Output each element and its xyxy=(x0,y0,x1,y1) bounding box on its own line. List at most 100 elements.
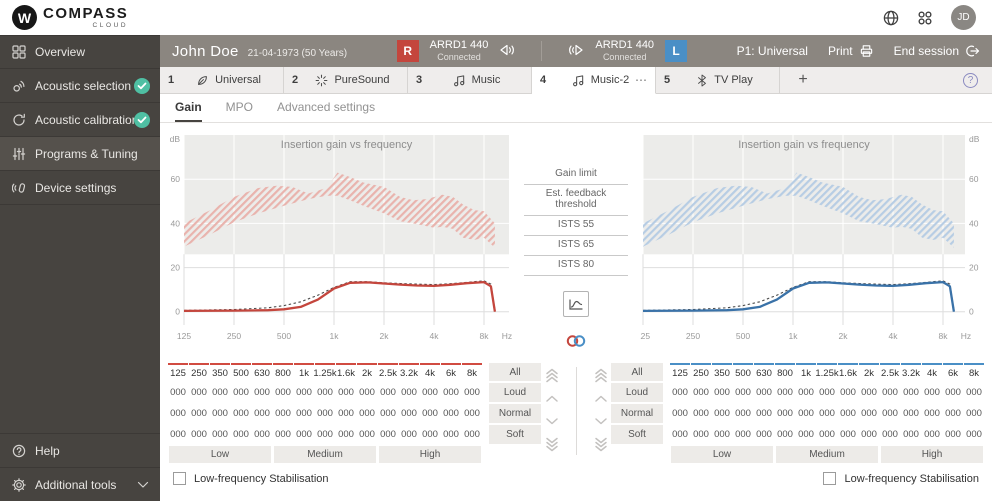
freq-column-header[interactable]: 800 xyxy=(273,363,293,381)
freq-column-header[interactable]: 2.5k xyxy=(378,363,398,381)
freq-column-header[interactable]: 4k xyxy=(922,363,942,381)
gain-value-cell[interactable]: 000 xyxy=(401,408,417,419)
gain-value-cell[interactable]: 000 xyxy=(861,387,877,398)
increase-icon[interactable] xyxy=(544,390,560,406)
gain-value-cell[interactable]: 000 xyxy=(798,429,814,440)
gain-value-cell[interactable]: 000 xyxy=(338,429,354,440)
gain-value-cell[interactable]: 000 xyxy=(233,429,249,440)
gain-value-cell[interactable]: 000 xyxy=(924,387,940,398)
freq-column-header[interactable]: 1k xyxy=(796,363,816,381)
legend-item-ists-65[interactable]: ISTS 65 xyxy=(524,236,628,256)
sidebar-item-acoustic-selection[interactable]: Acoustic selection xyxy=(0,69,160,103)
gain-value-cell[interactable]: 000 xyxy=(903,387,919,398)
gain-value-cell[interactable]: 000 xyxy=(861,429,877,440)
gain-value-cell[interactable]: 000 xyxy=(777,429,793,440)
gain-value-cell[interactable]: 000 xyxy=(903,408,919,419)
gain-value-cell[interactable]: 000 xyxy=(966,387,982,398)
gain-value-cell[interactable]: 000 xyxy=(819,408,835,419)
freq-column-header[interactable]: 350 xyxy=(210,363,230,381)
freq-column-header[interactable]: 630 xyxy=(754,363,774,381)
fast-decrease-icon[interactable] xyxy=(544,436,560,452)
gain-value-cell[interactable]: 000 xyxy=(798,408,814,419)
gain-value-cell[interactable]: 000 xyxy=(693,408,709,419)
gain-value-cell[interactable]: 000 xyxy=(170,429,186,440)
gain-value-cell[interactable]: 000 xyxy=(275,408,291,419)
program-tab-universal[interactable]: 1 Universal xyxy=(160,67,284,93)
gain-value-cell[interactable]: 000 xyxy=(819,387,835,398)
freq-column-header[interactable]: 1.6k xyxy=(838,363,858,381)
gain-value-cell[interactable]: 000 xyxy=(672,429,688,440)
gain-value-cell[interactable]: 000 xyxy=(170,387,186,398)
gain-value-cell[interactable]: 000 xyxy=(840,387,856,398)
gain-value-cell[interactable]: 000 xyxy=(443,429,459,440)
gain-value-cell[interactable]: 000 xyxy=(296,408,312,419)
sidebar-item-help[interactable]: Help xyxy=(0,433,160,467)
gain-value-cell[interactable]: 000 xyxy=(296,429,312,440)
gain-value-cell[interactable]: 000 xyxy=(359,408,375,419)
tab-more-options-icon[interactable]: ⋯ xyxy=(635,73,648,87)
gain-value-cell[interactable]: 000 xyxy=(714,408,730,419)
sidebar-item-device-settings[interactable]: Device settings xyxy=(0,171,160,205)
select-row-soft[interactable]: Soft xyxy=(489,425,541,444)
freq-column-header[interactable]: 4k xyxy=(420,363,440,381)
gain-value-cell[interactable]: 000 xyxy=(317,429,333,440)
gain-value-cell[interactable]: 000 xyxy=(777,387,793,398)
subtab-advanced-settings[interactable]: Advanced settings xyxy=(277,100,376,114)
freq-column-header[interactable]: 125 xyxy=(670,363,690,381)
gain-value-cell[interactable]: 000 xyxy=(338,408,354,419)
sidebar-item-additional-tools[interactable]: Additional tools xyxy=(0,467,160,501)
gain-value-cell[interactable]: 000 xyxy=(735,387,751,398)
select-row-loud[interactable]: Loud xyxy=(611,383,663,402)
freq-column-header[interactable]: 8k xyxy=(964,363,984,381)
gain-value-cell[interactable]: 000 xyxy=(966,429,982,440)
gain-value-cell[interactable]: 000 xyxy=(338,387,354,398)
gain-value-cell[interactable]: 000 xyxy=(693,429,709,440)
legend-item-ists-80[interactable]: ISTS 80 xyxy=(524,256,628,276)
band-button-medium[interactable]: Medium xyxy=(776,446,878,463)
freq-column-header[interactable]: 500 xyxy=(733,363,753,381)
user-avatar[interactable]: JD xyxy=(951,5,976,30)
subtab-gain[interactable]: Gain xyxy=(175,94,202,122)
checkbox-unchecked[interactable] xyxy=(173,472,186,485)
freq-column-header[interactable]: 500 xyxy=(231,363,251,381)
gain-value-cell[interactable]: 000 xyxy=(819,429,835,440)
freq-column-header[interactable]: 250 xyxy=(189,363,209,381)
freq-column-header[interactable]: 630 xyxy=(252,363,272,381)
gain-value-cell[interactable]: 000 xyxy=(966,408,982,419)
freq-column-header[interactable]: 2.5k xyxy=(880,363,900,381)
increase-icon[interactable] xyxy=(593,390,609,406)
gain-value-cell[interactable]: 000 xyxy=(756,387,772,398)
select-all-button[interactable]: All xyxy=(489,363,541,381)
gain-value-cell[interactable]: 000 xyxy=(924,408,940,419)
fast-increase-icon[interactable] xyxy=(544,367,560,383)
band-button-high[interactable]: High xyxy=(881,446,983,463)
program-tab-tv-play[interactable]: 5 TV Play xyxy=(656,67,780,93)
gain-value-cell[interactable]: 000 xyxy=(254,408,270,419)
gain-value-cell[interactable]: 000 xyxy=(212,408,228,419)
select-row-normal[interactable]: Normal xyxy=(611,404,663,423)
freq-column-header[interactable]: 3.2k xyxy=(901,363,921,381)
gain-value-cell[interactable]: 000 xyxy=(296,387,312,398)
gain-value-cell[interactable]: 000 xyxy=(735,429,751,440)
gain-value-cell[interactable]: 000 xyxy=(401,429,417,440)
freq-column-header[interactable]: 1.6k xyxy=(336,363,356,381)
gain-value-cell[interactable]: 000 xyxy=(380,387,396,398)
band-button-high[interactable]: High xyxy=(379,446,481,463)
freq-column-header[interactable]: 2k xyxy=(357,363,377,381)
gain-value-cell[interactable]: 000 xyxy=(275,387,291,398)
gain-value-cell[interactable]: 000 xyxy=(714,387,730,398)
binaural-link-icon[interactable] xyxy=(563,334,589,353)
band-button-low[interactable]: Low xyxy=(671,446,773,463)
gain-value-cell[interactable]: 000 xyxy=(882,429,898,440)
program-tab-puresound[interactable]: 2 PureSound xyxy=(284,67,408,93)
gain-value-cell[interactable]: 000 xyxy=(380,429,396,440)
gain-value-cell[interactable]: 000 xyxy=(422,429,438,440)
gain-value-cell[interactable]: 000 xyxy=(882,408,898,419)
gain-value-cell[interactable]: 000 xyxy=(756,429,772,440)
gain-value-cell[interactable]: 000 xyxy=(254,429,270,440)
sidebar-item-acoustic-calibration[interactable]: Acoustic calibration xyxy=(0,103,160,137)
print-button[interactable]: Print xyxy=(828,44,874,58)
gain-value-cell[interactable]: 000 xyxy=(380,408,396,419)
gain-value-cell[interactable]: 000 xyxy=(882,387,898,398)
freq-column-header[interactable]: 6k xyxy=(943,363,963,381)
